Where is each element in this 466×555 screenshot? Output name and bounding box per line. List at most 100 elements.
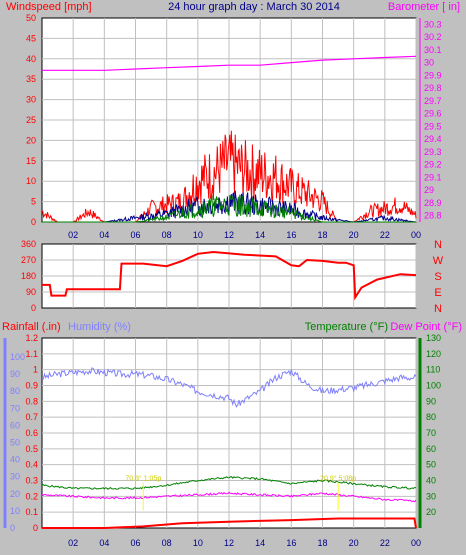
x-tick-label: 20 — [349, 230, 359, 240]
humidity-tick-label: 20 — [10, 489, 20, 499]
humidity-tick-label: 0 — [10, 523, 15, 533]
direction-tick-label: 360 — [21, 239, 36, 249]
windspeed-tick-label: 30 — [26, 95, 36, 105]
x-tick-label: 08 — [162, 538, 172, 548]
compass-label: W — [433, 255, 444, 267]
temperature-tick-label: 70 — [426, 428, 436, 438]
x-tick-label: 04 — [99, 230, 109, 240]
barometer-tick-label: 28.9 — [424, 198, 442, 208]
humidity-line — [41, 367, 417, 408]
temperature-tick-label: 50 — [426, 460, 436, 470]
humidity-tick-label: 10 — [10, 506, 20, 516]
humidity-axis-label: Humidity (%) — [68, 321, 131, 333]
rain-tick-label: 0.9 — [25, 381, 38, 391]
windspeed-tick-label: 20 — [26, 135, 36, 145]
x-tick-label: 02 — [68, 230, 78, 240]
temperature-tick-label: 110 — [426, 365, 440, 375]
temperature-tick-label: 60 — [426, 444, 436, 454]
compass-label: E — [434, 287, 441, 299]
temperature-tick-label: 40 — [426, 476, 436, 486]
compass-label: S — [434, 271, 441, 283]
annotation-label: 70.3° 1:05p — [125, 475, 161, 483]
windspeed-tick-label: 5 — [31, 197, 36, 207]
x-tick-label: 14 — [255, 230, 265, 240]
barometer-tick-label: 29.9 — [424, 70, 442, 80]
barometer-tick-label: 30.1 — [424, 45, 442, 55]
wind-direction-line — [42, 250, 417, 301]
x-tick-label: 18 — [317, 230, 327, 240]
chart-title: 24 hour graph day : March 30 2014 — [168, 1, 340, 13]
annotation-label: 20.9° 5:08p — [320, 475, 356, 483]
x-tick-label: 06 — [130, 230, 140, 240]
rain-humidity-temp-panel: 0 10 20 30 40 50 60 70 80 90 10 00 0.1 0.2 0.3 0.4 0.5 0.… — [3, 333, 441, 548]
x-tick-label: 04 — [99, 538, 109, 548]
temperature-line — [41, 476, 417, 490]
x-tick-label: 10 — [193, 230, 203, 240]
rain-tick-label: 1.1 — [25, 349, 38, 359]
barometer-tick-label: 29.7 — [424, 96, 442, 106]
rainfall-axis-label: Rainfall (.in) — [2, 321, 61, 333]
humidity-tick-label: 40 — [10, 455, 20, 465]
direction-tick-label: 180 — [21, 271, 36, 281]
barometer-tick-label: 29 — [424, 185, 434, 195]
x-tick-label: 06 — [130, 538, 140, 548]
x-tick-label: 02 — [68, 538, 78, 548]
rain-tick-label: 0.3 — [25, 476, 38, 486]
barometer-tick-label: 30.3 — [424, 19, 442, 29]
x-tick-label: 08 — [162, 230, 172, 240]
direction-tick-label: 270 — [21, 255, 36, 265]
windspeed-tick-label: 50 — [26, 13, 36, 23]
windspeed-tick-label: 15 — [26, 156, 36, 166]
temperature-tick-label: 130 — [426, 333, 441, 343]
temperature-tick-label: 120 — [426, 349, 441, 359]
rain-tick-label: 0.8 — [25, 396, 38, 406]
temperature-tick-label: 80 — [426, 412, 436, 422]
barometer-tick-label: 30 — [424, 58, 434, 68]
barometer-tick-label: 28.8 — [424, 211, 442, 221]
temperature-tick-label: 20 — [426, 507, 436, 517]
rain-tick-label: 0.6 — [25, 428, 38, 438]
barometer-tick-label: 30.2 — [424, 32, 442, 42]
x-tick-label: 16 — [286, 230, 296, 240]
humidity-tick-label: 50 — [10, 438, 20, 448]
x-tick-label: 12 — [224, 538, 234, 548]
humidity-tick-label: 60 — [10, 420, 20, 430]
rain-tick-label: 0.2 — [25, 491, 38, 501]
rain-tick-label: 1.2 — [25, 333, 38, 343]
compass-label: N — [434, 239, 442, 251]
wind-barometer-panel: 0 5 10 15 20 25 30 35 40 45 50 28.8 28.9 29 29.1 29.2 29… — [26, 13, 442, 240]
x-tick-label: 22 — [380, 230, 390, 240]
humidity-tick-label: 80 — [10, 386, 20, 396]
rainfall-line — [42, 517, 417, 529]
direction-tick-label: 90 — [26, 287, 36, 297]
x-tick-label: 00 — [411, 538, 421, 548]
x-tick-label: 18 — [317, 538, 327, 548]
barometer-line — [42, 55, 417, 71]
x-tick-label: 16 — [286, 538, 296, 548]
temperature-tick-label: 90 — [426, 396, 436, 406]
x-tick-label: 10 — [193, 538, 203, 548]
rain-tick-label: 0.4 — [25, 460, 38, 470]
windspeed-tick-label: 45 — [26, 33, 36, 43]
direction-tick-label: 0 — [31, 303, 36, 313]
barometer-tick-label: 29.8 — [424, 83, 442, 93]
rain-tick-label: 0.7 — [25, 412, 38, 422]
barometer-tick-label: 29.6 — [424, 109, 442, 119]
temperature-axis-label: Temperature (°F) — [305, 321, 388, 333]
barometer-tick-label: 29.4 — [424, 134, 442, 144]
temperature-tick-label: 30 — [426, 491, 436, 501]
rain-tick-label: 0 — [33, 523, 38, 533]
windspeed-axis-label: Windspeed [mph] — [6, 1, 92, 13]
dewpoint-line — [41, 491, 417, 503]
humidity-tick-label: 90 — [10, 369, 20, 379]
rain-tick-label: 0.1 — [25, 507, 38, 517]
rain-tick-label: 0.5 — [25, 444, 38, 454]
barometer-tick-label: 29.3 — [424, 147, 442, 157]
wind-average-line — [42, 195, 416, 223]
x-tick-label: 00 — [411, 230, 421, 240]
windspeed-tick-label: 40 — [26, 54, 36, 64]
humidity-tick-label: 70 — [10, 403, 20, 413]
windspeed-tick-label: 35 — [26, 74, 36, 84]
